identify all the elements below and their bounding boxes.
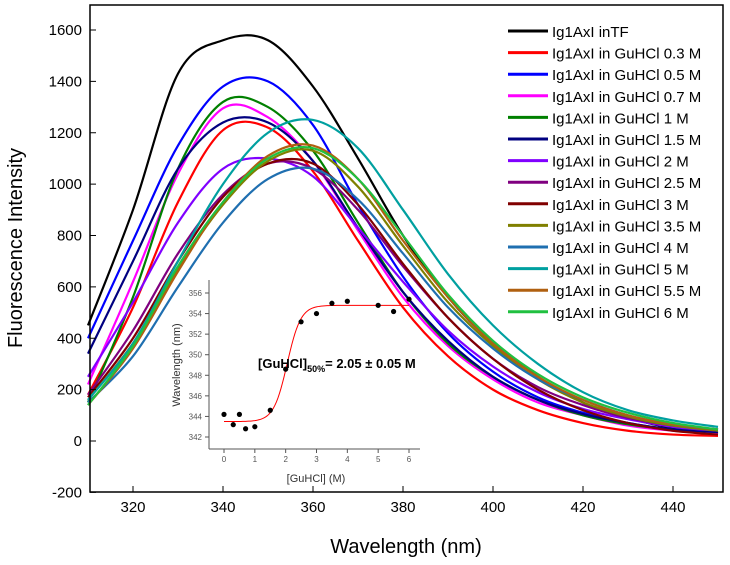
inset-x-tick-label: 0 [222, 455, 227, 464]
x-tick-label: 380 [390, 499, 415, 516]
series-line-1 [87, 120, 719, 437]
inset-x-tick-label: 4 [345, 455, 350, 464]
inset-data-point [329, 300, 335, 306]
inset-x-tick-label: 1 [253, 455, 258, 464]
legend-label: Ig1AxI in GuHCl 1.5 M [552, 132, 701, 149]
x-tick-label: 420 [570, 499, 595, 516]
series-line-7 [87, 160, 719, 431]
inset-data-point [298, 319, 304, 325]
legend-label: Ig1AxI in GuHCl 3.5 M [552, 218, 701, 235]
y-tick-label: 1600 [49, 22, 82, 39]
y-tick-label: -200 [52, 484, 82, 501]
x-tick-label: 340 [210, 499, 235, 516]
legend-label: Ig1AxI in GuHCl 0.5 M [552, 67, 701, 84]
inset-annotation: [GuHCl]50%= 2.05 ± 0.05 M [258, 356, 416, 374]
y-axis-label: Fluorescence Intensity [5, 148, 27, 348]
series-line-9 [87, 148, 719, 432]
legend-label: Ig1AxI in GuHCl 5.5 M [552, 283, 701, 300]
legend-label: Ig1AxI in GuHCl 4 M [552, 240, 689, 257]
x-tick-label: 440 [660, 499, 685, 516]
x-tick-label: 400 [480, 499, 505, 516]
plot-frame [89, 4, 724, 493]
inset-data-point [313, 310, 320, 317]
inset-y-tick-label: 354 [189, 310, 203, 319]
inset-data-point [221, 411, 227, 417]
legend-label: Ig1AxI in GuHCl 1 M [552, 110, 689, 127]
x-axis-label: Wavelength (nm) [330, 536, 482, 558]
y-tick-label: 1000 [49, 176, 82, 193]
legend-label: Ig1AxI inTF [552, 24, 629, 41]
inset-data-point [283, 366, 289, 372]
inset-x-tick-label: 2 [283, 455, 288, 464]
inset-y-tick-label: 356 [189, 289, 203, 298]
y-tick-label: 200 [57, 382, 82, 399]
inset-y-tick-label: 342 [189, 433, 203, 442]
inset-data-point [375, 302, 381, 308]
inset-data-point [267, 407, 273, 413]
legend-label: Ig1AxI in GuHCl 2.5 M [552, 175, 701, 192]
y-tick-label: 0 [74, 433, 82, 450]
y-tick-label: 1400 [49, 73, 82, 90]
series-line-5 [87, 116, 719, 434]
y-tick-label: 400 [57, 330, 82, 347]
inset-y-tick-label: 348 [189, 371, 203, 380]
legend-label: Ig1AxI in GuHCl 2 M [552, 154, 689, 171]
annotation-value: = 2.05 ± 0.05 M [325, 356, 416, 371]
legend-label: Ig1AxI in GuHCl 5 M [552, 262, 689, 279]
inset-x-label: [GuHCl] (M) [287, 473, 346, 485]
series-line-13 [87, 145, 719, 431]
legend-label: Ig1AxI in GuHCl 3 M [552, 197, 689, 214]
inset-data-point [390, 308, 397, 315]
inset-data-point [242, 426, 249, 432]
inset-data-point [252, 424, 258, 430]
inset-y-tick-label: 352 [189, 330, 203, 339]
series-line-12 [87, 143, 719, 431]
series-line-11 [87, 118, 719, 428]
y-tick-label: 1200 [49, 125, 82, 142]
inset-y-tick-label: 346 [189, 392, 203, 401]
legend-label: Ig1AxI in GuHCl 6 M [552, 305, 689, 322]
y-tick-label: 800 [57, 228, 82, 245]
inset-data-point [230, 422, 236, 428]
annotation-main: [GuHCl] [258, 356, 307, 371]
inset-y-tick-label: 344 [189, 412, 203, 421]
inset-data-point [406, 296, 412, 302]
y-tick-label: 600 [57, 279, 82, 296]
legend-label: Ig1AxI in GuHCl 0.7 M [552, 89, 701, 106]
inset-x-tick-label: 5 [376, 455, 381, 464]
inset-y-tick-label: 350 [189, 351, 203, 360]
inset-y-label: Wavelength (nm) [171, 323, 183, 406]
inset-data-point [344, 298, 350, 304]
inset-x-tick-label: 3 [314, 455, 319, 464]
series-line-6 [87, 156, 719, 432]
inset-x-tick-label: 6 [407, 455, 412, 464]
x-tick-label: 360 [300, 499, 325, 516]
inset-data-point [236, 411, 243, 417]
x-tick-label: 320 [120, 499, 145, 516]
annotation-sub: 50% [307, 364, 325, 374]
legend-label: Ig1AxI in GuHCl 0.3 M [552, 46, 701, 63]
